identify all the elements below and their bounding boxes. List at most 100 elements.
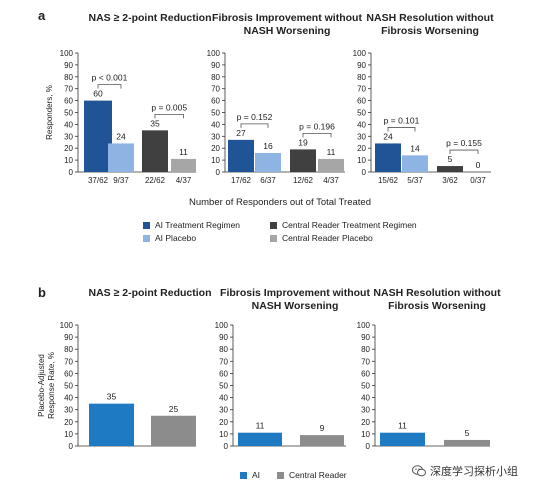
chart3-bar-value-label: 14 xyxy=(410,143,420,153)
chart3-bar-value-label: 24 xyxy=(383,131,393,141)
chart5-y-tick-label: 20 xyxy=(219,418,228,427)
legend-swatch xyxy=(143,234,150,242)
chart3-bar xyxy=(402,155,428,172)
chart3-y-tick-label: 0 xyxy=(362,168,367,177)
chart1-y-tick-label: 70 xyxy=(64,85,73,94)
chart6-y-tick-label: 30 xyxy=(361,406,370,415)
chart2-y-tick-label: 90 xyxy=(211,61,220,70)
chart3-x-tick-label: 3/62 xyxy=(442,176,458,185)
chart1-bar xyxy=(171,158,196,172)
chart2-y-tick-label: 30 xyxy=(211,132,220,141)
chart3-y-tick-label: 10 xyxy=(357,156,366,165)
chart1-y-tick-label: 30 xyxy=(64,132,73,141)
legend-label: AI Placebo xyxy=(155,233,197,243)
chart2-bar xyxy=(290,149,316,172)
chart3-y-tick-label: 60 xyxy=(357,97,366,106)
chart3-y-tick-label: 100 xyxy=(353,49,367,58)
chart1-y-tick-label: 40 xyxy=(64,120,73,129)
chart2-p-value-label: p = 0.196 xyxy=(299,121,335,131)
legend-item-ai: AI xyxy=(240,470,260,480)
chart-b2-title: Fibrosis Improvement without NASH Worsen… xyxy=(220,287,370,312)
chart1-y-tick-label: 100 xyxy=(60,49,74,58)
chart1-y-tick-label: 0 xyxy=(69,168,74,177)
chart5-bar xyxy=(238,432,282,446)
chart6-y-tick-label: 60 xyxy=(361,369,370,378)
chart4-y-tick-label: 10 xyxy=(64,430,73,439)
panel-b-label: b xyxy=(38,285,46,300)
legend-item-ai-treatment: AI Treatment Regimen xyxy=(143,220,240,230)
chart-b1-title: NAS ≥ 2-point Reduction xyxy=(88,287,212,299)
chart1-bar xyxy=(142,130,168,172)
chart2-bar-value-label: 11 xyxy=(327,147,336,157)
chart2-y-tick-label: 40 xyxy=(211,120,220,129)
chart4-y-tick-label: 30 xyxy=(64,406,73,415)
chart4-bar-value-label: 25 xyxy=(169,404,179,414)
chart3-x-tick-label: 5/37 xyxy=(407,176,423,185)
chart5-bar-value-label: 9 xyxy=(320,423,325,433)
chart1-p-value-label: p = 0.005 xyxy=(151,102,187,112)
chart5-y-tick-label: 0 xyxy=(224,442,229,451)
chart5-y-tick-label: 30 xyxy=(219,406,228,415)
chart2-y-tick-label: 70 xyxy=(211,85,220,94)
chart4-y-tick-label: 20 xyxy=(64,418,73,427)
chart4-y-tick-label: 50 xyxy=(64,382,73,391)
chart4-y-tick-label: 90 xyxy=(64,333,73,342)
chart3-significance-bracket xyxy=(449,149,479,155)
watermark-text: 深度学习探析小组 xyxy=(430,466,518,478)
chart1-x-tick-label: 37/62 xyxy=(88,176,109,185)
chart-a1-title: NAS ≥ 2-point Reduction xyxy=(88,12,212,24)
chart2-x-tick-label: 6/37 xyxy=(260,176,276,185)
chart6-y-tick-label: 10 xyxy=(361,430,370,439)
chart1-y-axis-title: Responders, % xyxy=(45,85,54,140)
chart4-y-tick-label: 70 xyxy=(64,357,73,366)
chart6-y-tick-label: 80 xyxy=(361,345,370,354)
chart6-y-tick-label: 0 xyxy=(366,442,371,451)
chart2-p-value-label: p = 0.152 xyxy=(237,112,273,122)
chart1-x-tick-label: 4/37 xyxy=(176,176,192,185)
chart3-y-tick-label: 20 xyxy=(357,144,366,153)
chart5-y-tick-label: 70 xyxy=(219,357,228,366)
chart5-y-tick-label: 50 xyxy=(219,382,228,391)
chart6-y-tick-label: 70 xyxy=(361,357,370,366)
legend-item-ai-placebo: AI Placebo xyxy=(143,233,196,243)
chart2-y-tick-label: 80 xyxy=(211,73,220,82)
chart2-bar-value-label: 16 xyxy=(263,141,273,151)
chart3-y-tick-label: 70 xyxy=(357,85,366,94)
chart1-p-value-label: p < 0.001 xyxy=(92,73,128,83)
chart1-y-tick-label: 20 xyxy=(64,144,73,153)
chart1-bar-value-label: 24 xyxy=(116,131,126,141)
wechat-icon xyxy=(412,465,426,477)
chart2-x-tick-label: 17/62 xyxy=(231,176,252,185)
chart4-bar xyxy=(89,403,134,446)
chart2-x-tick-label: 4/37 xyxy=(323,176,339,185)
legend-swatch xyxy=(277,471,284,479)
chart6-bar xyxy=(380,432,425,446)
legend-item-central-treatment: Central Reader Treatment Regimen xyxy=(270,220,417,230)
chart3-p-value-label: p = 0.155 xyxy=(446,138,482,148)
chart6-y-tick-label: 90 xyxy=(361,333,370,342)
chart3-bar-value-label: 0 xyxy=(476,160,481,170)
chart1-x-tick-label: 9/37 xyxy=(113,176,129,185)
chart6-bar-value-label: 5 xyxy=(465,428,470,438)
chart1-y-tick-label: 50 xyxy=(64,109,73,118)
chart6-bar xyxy=(444,439,490,446)
watermark: 深度学习探析小组 xyxy=(412,463,518,479)
chart-a3-title: NASH Resolution without Fibrosis Worseni… xyxy=(366,12,494,37)
legend-swatch xyxy=(270,234,277,242)
legend-label: Central Reader xyxy=(289,470,347,480)
panel-a-label: a xyxy=(38,8,46,23)
chart1-x-tick-label: 22/62 xyxy=(145,176,166,185)
chart4-y-tick-label: 60 xyxy=(64,369,73,378)
chart1-significance-bracket xyxy=(154,113,184,119)
chart5-y-tick-label: 100 xyxy=(215,321,229,330)
chart6-y-tick-label: 50 xyxy=(361,382,370,391)
chart4-y-tick-label: 100 xyxy=(60,321,74,330)
chart3-y-tick-label: 40 xyxy=(357,120,366,129)
chart4-y-axis-title-2: Response Rate, % xyxy=(47,352,56,419)
chart2-bar-value-label: 19 xyxy=(298,137,308,147)
chart1-bar-value-label: 35 xyxy=(150,118,160,128)
legend-item-central-placebo: Central Reader Placebo xyxy=(270,233,373,243)
chart2-bar xyxy=(255,152,281,172)
